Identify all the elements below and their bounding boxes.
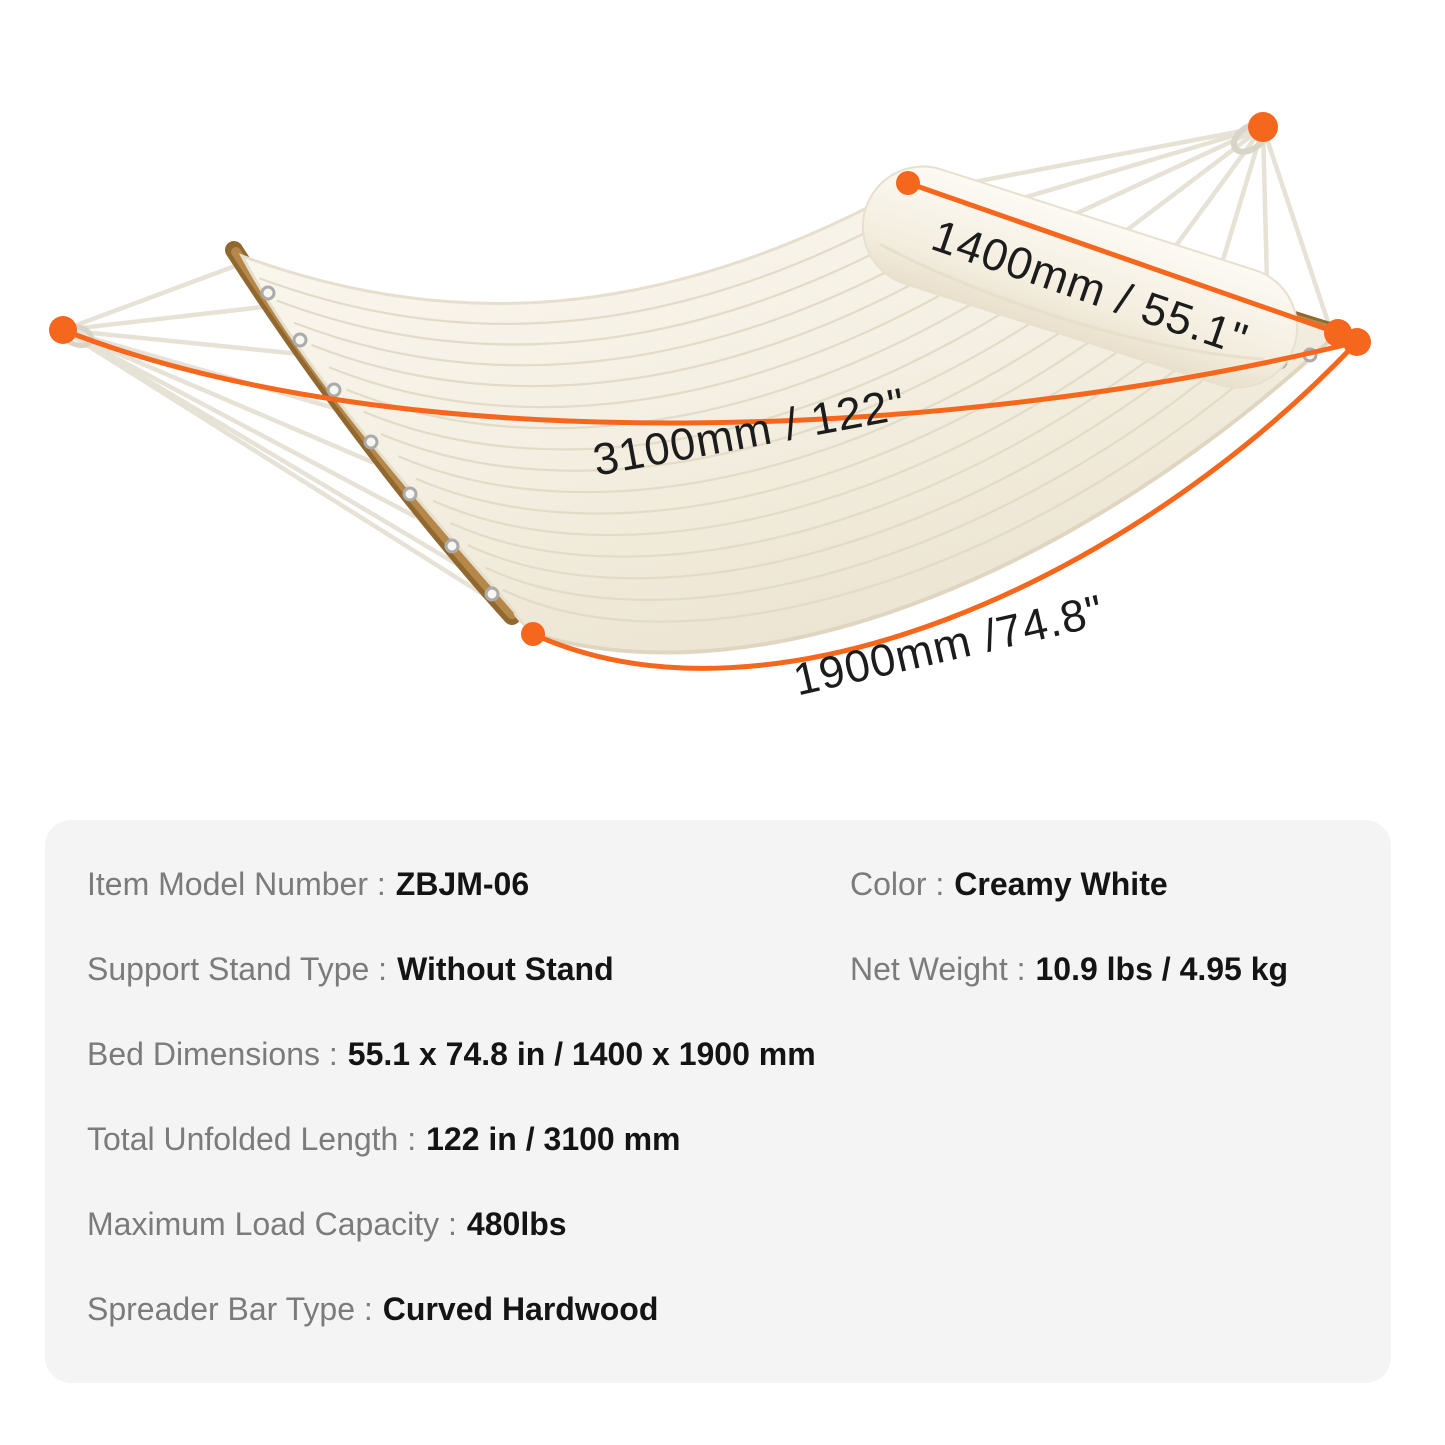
left-ropes xyxy=(60,259,511,613)
hammock-svg: 1400mm / 55.1" 3100mm / 122" 1900mm /74.… xyxy=(49,112,1371,705)
spec-label: Bed Dimensions : xyxy=(87,1036,338,1072)
spec-row-6: Spreader Bar Type : Curved Hardwood xyxy=(87,1267,1391,1352)
spec-row-1: Item Model Number : ZBJM-06 Color : Crea… xyxy=(87,842,1391,927)
spec-spreader-bar-type: Spreader Bar Type : Curved Hardwood xyxy=(87,1291,658,1328)
spec-item-model: Item Model Number : ZBJM-06 xyxy=(87,866,529,903)
dot-spreader-near-end xyxy=(896,171,920,195)
spec-stand-type: Support Stand Type : Without Stand xyxy=(87,951,614,988)
spec-load-capacity: Maximum Load Capacity : 480lbs xyxy=(87,1206,567,1243)
spec-value: 480lbs xyxy=(466,1206,567,1242)
spec-row-5: Maximum Load Capacity : 480lbs xyxy=(87,1182,1391,1267)
measure-line-3100 xyxy=(60,327,1360,426)
spec-panel: Item Model Number : ZBJM-06 Color : Crea… xyxy=(45,820,1391,1383)
measure-line-1400 xyxy=(905,180,1341,336)
dot-top-right-anchor xyxy=(1248,112,1278,142)
spec-value: ZBJM-06 xyxy=(395,866,530,902)
dot-bed-left-corner xyxy=(521,622,545,646)
dot-left-anchor xyxy=(49,316,77,344)
bed-bottom-edge xyxy=(532,331,1340,655)
spec-value: Creamy White xyxy=(954,866,1168,902)
spec-row-3: Bed Dimensions : 55.1 x 74.8 in / 1400 x… xyxy=(87,1012,1391,1097)
spec-bed-dimensions: Bed Dimensions : 55.1 x 74.8 in / 1400 x… xyxy=(87,1036,816,1073)
spec-label: Total Unfolded Length : xyxy=(87,1121,417,1157)
spec-label: Color : xyxy=(850,866,945,902)
dot-bed-right-corner xyxy=(1343,328,1371,356)
measure-dots xyxy=(49,112,1371,646)
spec-value: Curved Hardwood xyxy=(382,1291,659,1327)
spec-value: 122 in / 3100 mm xyxy=(426,1121,681,1157)
spec-row-2: Support Stand Type : Without Stand Net W… xyxy=(87,927,1391,1012)
spec-value: 10.9 lbs / 4.95 kg xyxy=(1035,951,1289,987)
quilt-stripes xyxy=(258,196,1295,623)
spec-label: Support Stand Type : xyxy=(87,951,388,987)
spec-label: Spreader Bar Type : xyxy=(87,1291,373,1327)
spec-label: Net Weight : xyxy=(850,951,1026,987)
spec-unfolded-length: Total Unfolded Length : 122 in / 3100 mm xyxy=(87,1121,681,1158)
spec-label: Item Model Number : xyxy=(87,866,386,902)
spec-value: 55.1 x 74.8 in / 1400 x 1900 mm xyxy=(347,1036,816,1072)
spec-color: Color : Creamy White xyxy=(850,842,1168,927)
spec-row-4: Total Unfolded Length : 122 in / 3100 mm xyxy=(87,1097,1391,1182)
hammock-illustration: 1400mm / 55.1" 3100mm / 122" 1900mm /74.… xyxy=(49,112,1371,705)
measure-line-1900 xyxy=(530,339,1360,671)
pillow xyxy=(861,165,1299,389)
spec-net-weight: Net Weight : 10.9 lbs / 4.95 kg xyxy=(850,927,1288,1012)
spec-value: Without Stand xyxy=(397,951,614,987)
spec-label: Maximum Load Capacity : xyxy=(87,1206,457,1242)
